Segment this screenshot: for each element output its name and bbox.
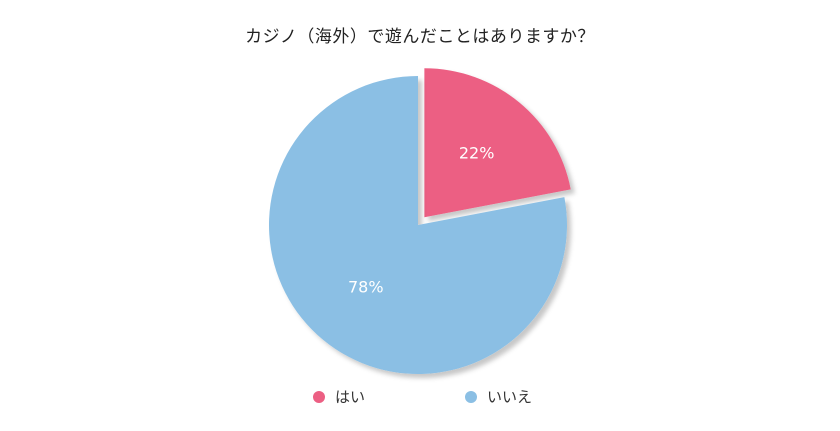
legend-label-no: いいえ — [487, 388, 533, 406]
slice-yes — [424, 68, 571, 218]
legend: はい いいえ — [0, 386, 840, 416]
slice-no — [268, 76, 567, 374]
legend-swatch-no — [465, 390, 477, 403]
legend-label-yes: はい — [335, 388, 366, 406]
legend-item-no: いいえ — [465, 386, 532, 407]
slice-label-no: 78% — [348, 278, 384, 297]
legend-swatch-yes — [313, 390, 325, 403]
slice-label-yes: 22% — [459, 144, 495, 163]
chart-title: カジノ（海外）で遊んだことはありますか？ — [245, 27, 595, 47]
legend-item-yes: はい — [313, 386, 365, 407]
